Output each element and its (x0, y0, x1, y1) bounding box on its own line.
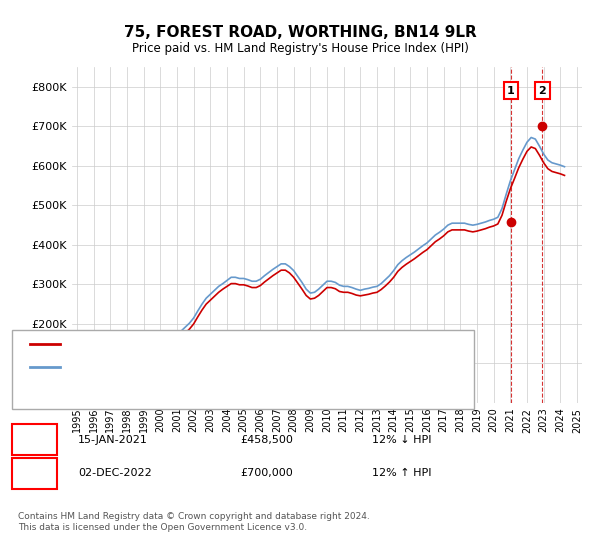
Text: £458,500: £458,500 (240, 435, 293, 445)
Text: 1: 1 (507, 86, 515, 96)
Text: 75, FOREST ROAD, WORTHING, BN14 9LR (detached house): 75, FOREST ROAD, WORTHING, BN14 9LR (det… (69, 339, 380, 349)
Text: £700,000: £700,000 (240, 468, 293, 478)
Text: 12% ↑ HPI: 12% ↑ HPI (372, 468, 431, 478)
Text: 2: 2 (31, 468, 38, 478)
Text: 02-DEC-2022: 02-DEC-2022 (78, 468, 152, 478)
Text: 15-JAN-2021: 15-JAN-2021 (78, 435, 148, 445)
Text: 1: 1 (31, 435, 38, 445)
Text: 2: 2 (538, 86, 546, 96)
Text: Contains HM Land Registry data © Crown copyright and database right 2024.
This d: Contains HM Land Registry data © Crown c… (18, 512, 370, 532)
Text: 12% ↓ HPI: 12% ↓ HPI (372, 435, 431, 445)
Text: HPI: Average price, detached house, Worthing: HPI: Average price, detached house, Wort… (69, 362, 309, 372)
Text: 75, FOREST ROAD, WORTHING, BN14 9LR: 75, FOREST ROAD, WORTHING, BN14 9LR (124, 25, 476, 40)
Text: Price paid vs. HM Land Registry's House Price Index (HPI): Price paid vs. HM Land Registry's House … (131, 42, 469, 55)
